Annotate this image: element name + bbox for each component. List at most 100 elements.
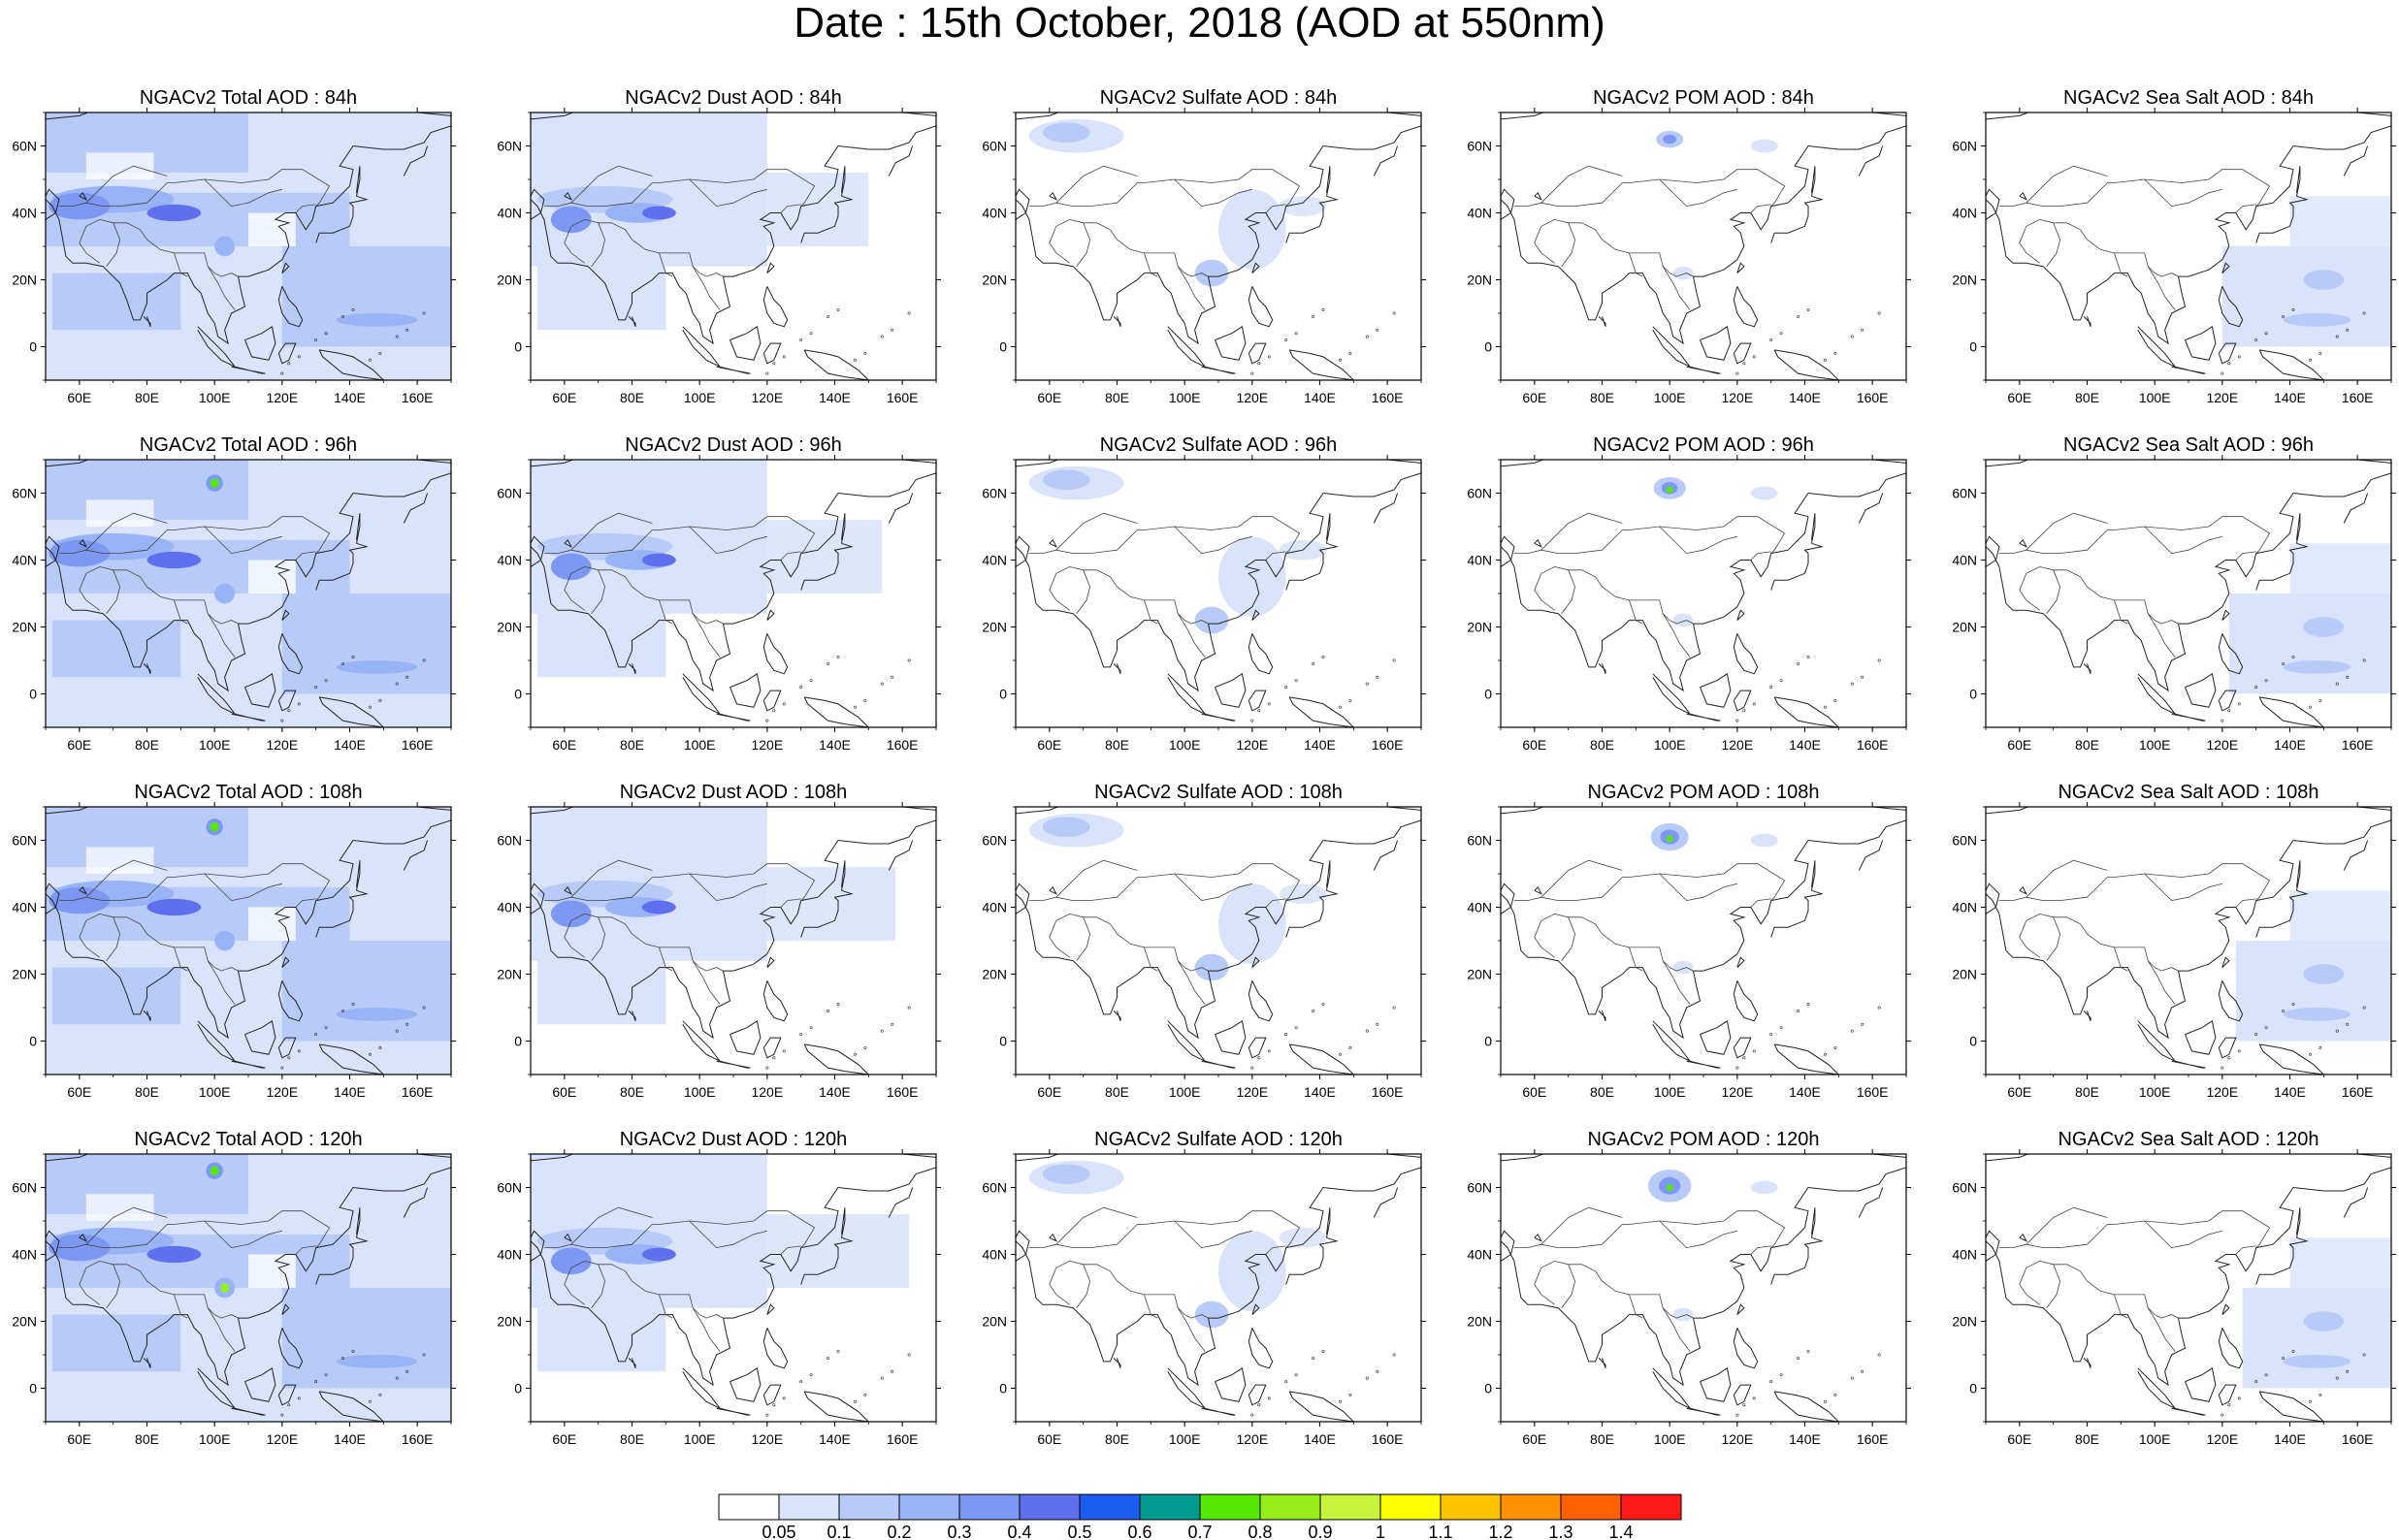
coastline-11	[1773, 696, 1840, 727]
x-tick-label: 60E	[1037, 737, 1061, 753]
coastline-13	[46, 1230, 60, 1262]
island-dot	[1861, 675, 1864, 679]
coastline-6	[1248, 286, 1274, 328]
coastline-4	[800, 889, 854, 938]
island-dot	[1392, 1353, 1396, 1357]
island-dot	[2264, 1026, 2268, 1030]
x-tick-label: 60E	[1037, 1431, 1061, 1447]
panel-title: NGACv2 Dust AOD : 120h	[619, 1129, 848, 1150]
x-tick-label: 80E	[620, 1084, 644, 1100]
map-panel-total-120h: NGACv2 Total AOD : 120h 60E 80E 100E 120E 140…	[12, 1129, 528, 1468]
border-9	[1659, 178, 1737, 208]
map-panel-dust-96h: NGACv2 Dust AOD : 96h 60E 80E 100E 120E 140E 1…	[497, 434, 1013, 774]
x-tick-label: 140E	[819, 390, 851, 405]
border-5	[174, 946, 188, 972]
island-dot	[891, 1369, 894, 1373]
colorbar-box	[958, 1493, 1021, 1521]
coastline-7	[682, 673, 721, 715]
coastline-1	[1501, 472, 1906, 692]
island-dot	[2237, 702, 2241, 706]
x-tick-label: 100E	[1169, 737, 1201, 753]
aod-pom-fire-core	[1666, 486, 1673, 494]
border-3	[1513, 1210, 1786, 1248]
coastline-10	[2218, 1037, 2237, 1059]
panel-title: NGACv2 Sea Salt AOD : 84h	[2063, 87, 2314, 109]
island-dot	[836, 656, 840, 659]
island-dot	[1850, 335, 1854, 338]
island-dot	[765, 719, 769, 722]
island-dot	[2362, 311, 2366, 315]
border-1	[79, 1267, 100, 1305]
x-tick-label: 100E	[1654, 390, 1686, 405]
coastline-13	[46, 535, 60, 567]
island-dot	[1752, 1396, 1756, 1400]
border-6	[214, 273, 239, 277]
y-tick-label: 0	[999, 1381, 1007, 1396]
coastline-10	[762, 342, 782, 365]
aod-sichuan-maximum	[214, 236, 236, 257]
coastline-3	[1811, 166, 1816, 197]
island-dot	[1392, 311, 1396, 315]
y-tick-label: 0	[1484, 1381, 1492, 1396]
coastline-4	[1770, 1236, 1824, 1285]
island-dot	[280, 719, 284, 722]
x-tick-label: 120E	[266, 737, 298, 753]
island-dot	[1267, 702, 1271, 706]
island-dot	[1365, 682, 1369, 686]
coastline-5	[281, 609, 290, 621]
island-dot	[2318, 351, 2322, 355]
island-dot	[772, 1056, 776, 1060]
coastline-9	[1215, 1019, 1247, 1055]
border-6	[699, 967, 724, 972]
aod-fire-core	[210, 1166, 219, 1176]
coastline-2	[1373, 145, 1399, 176]
map-panel-pom-84h: NGACv2 POM AOD : 84h 60E 80E 100E 120E 140E 16…	[1467, 87, 1983, 427]
coastline-14	[79, 885, 87, 895]
border-1	[1534, 573, 1555, 611]
island-dot	[1294, 679, 1298, 683]
coastline-10	[762, 1037, 782, 1059]
coastline-12	[1113, 316, 1121, 327]
coastline-1	[1986, 1167, 2391, 1387]
coastline-14	[1049, 191, 1057, 201]
x-tick-label: 80E	[135, 390, 159, 405]
coastline-2	[2343, 493, 2369, 524]
coastline-10	[1248, 690, 1267, 712]
coastline-3	[2296, 1207, 2301, 1238]
island-dot	[1257, 1056, 1261, 1060]
x-tick-label: 120E	[1236, 1431, 1268, 1447]
island-dot	[287, 1403, 291, 1407]
x-tick-label: 140E	[819, 737, 851, 753]
border-1	[79, 573, 100, 611]
aod-sulfate-south-china	[1194, 606, 1229, 634]
island-dot	[1779, 332, 1783, 336]
border-2	[106, 1264, 121, 1308]
coastline-13	[1986, 882, 2000, 914]
y-tick-label: 20N	[1952, 1314, 1977, 1330]
aod-west-pacific-band	[336, 1355, 418, 1368]
panel-title: NGACv2 Total AOD : 84h	[139, 87, 358, 109]
island-dot	[1250, 371, 1254, 375]
border-6	[1670, 273, 1694, 277]
x-tick-label: 160E	[887, 1431, 919, 1447]
border-2	[1561, 1264, 1576, 1308]
x-tick-label: 160E	[2342, 1431, 2374, 1447]
island-dot	[2237, 1396, 2241, 1400]
coastlines	[46, 460, 451, 727]
island-dot	[1779, 1373, 1783, 1377]
island-dot	[2254, 338, 2258, 342]
aod-seasalt-trade-band	[2283, 1008, 2351, 1021]
coastline-2	[888, 145, 914, 176]
aod-field	[1656, 130, 1778, 280]
island-dot	[297, 355, 301, 359]
island-dot	[2346, 1022, 2350, 1026]
border-0	[2026, 1260, 2156, 1315]
coastline-3	[841, 513, 846, 544]
border-1	[2019, 573, 2040, 611]
x-tick-label: 120E	[1721, 1084, 1753, 1100]
aod-pacific-field	[281, 1288, 451, 1389]
border-0	[1055, 1260, 1185, 1315]
coastline-11	[1773, 1391, 1840, 1422]
border-3	[1998, 516, 2271, 554]
border-5	[659, 252, 673, 277]
